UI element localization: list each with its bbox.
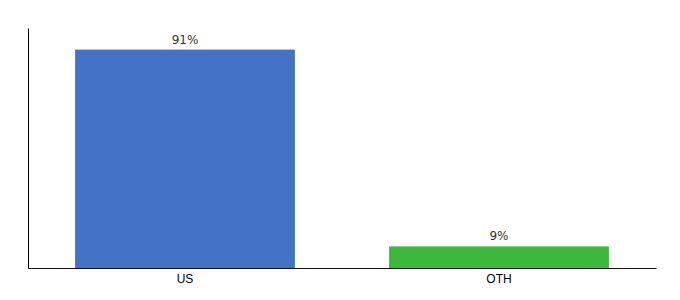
y-axis-line [28, 29, 29, 269]
plot: US OTH 91% 9% [29, 29, 657, 286]
x-axis: US OTH [29, 269, 657, 286]
bar [389, 246, 609, 268]
x-tick-label: OTH [486, 272, 511, 286]
x-tick-label: US [177, 272, 194, 286]
bars [75, 50, 609, 268]
bar [75, 50, 295, 268]
x-tick: OTH [486, 272, 511, 286]
chart: US OTH 91% 9% [0, 0, 680, 300]
x-tick: US [177, 272, 194, 286]
data-label: 91% [172, 33, 199, 47]
data-labels: 91% 9% [172, 33, 509, 244]
y-axis [28, 29, 29, 269]
data-label: 9% [489, 229, 508, 243]
x-axis-line [29, 268, 657, 269]
